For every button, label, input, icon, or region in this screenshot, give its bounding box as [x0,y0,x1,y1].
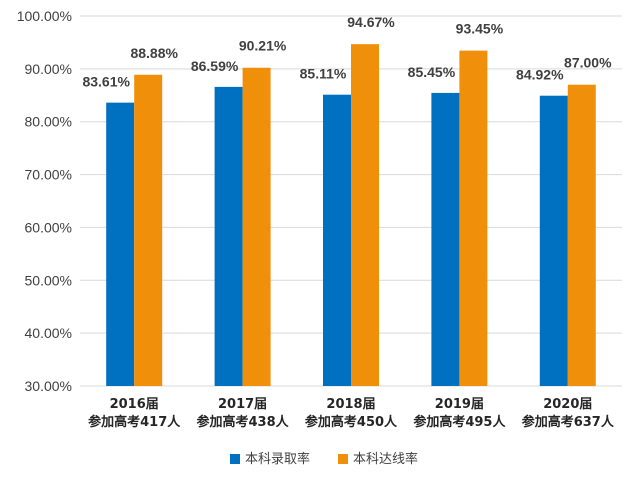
x-category-year: 2019届 [435,397,484,412]
x-category-count: 参加高考637人 [522,414,615,430]
y-tick-label: 40.00% [25,325,72,341]
bar-pass-rate [242,67,271,387]
legend-swatch [230,454,240,464]
data-label: 93.45% [456,21,504,37]
x-category-count: 参加高考450人 [305,414,398,430]
x-category-year: 2016届 [110,397,159,412]
bar-admission-rate [214,86,243,386]
x-category-year: 2017届 [218,397,267,412]
data-label: 84.92% [516,67,564,83]
data-label: 86.59% [191,58,239,74]
data-label: 90.21% [239,38,287,54]
x-category-year: 2018届 [326,397,375,412]
bar-admission-rate [431,92,460,387]
bar-pass-rate [351,44,379,387]
y-tick-label: 100.00% [17,8,72,24]
y-tick-label: 70.00% [25,167,72,183]
data-label: 85.11% [300,66,347,82]
bar-pass-rate [134,74,163,386]
legend-label: 本科达线率 [353,451,418,467]
legend-swatch [338,454,348,464]
data-label: 88.88% [130,45,178,61]
bar-pass-rate [459,50,488,386]
data-label: 83.61% [82,74,130,90]
bar-admission-rate [539,95,568,387]
bar-admission-rate [106,102,135,386]
legend: 本科录取率 本科达线率 [230,451,418,467]
y-tick-label: 30.00% [25,378,72,394]
bar-pass-rate [567,84,596,386]
data-label: 85.45% [408,64,456,80]
bar-admission-rate [323,94,351,386]
bars [106,44,596,387]
y-axis-tick-labels: 30.00% 40.00% 50.00% 60.00% 70.00% 80.00% 90.0… [17,8,72,394]
x-category-year: 2020届 [543,397,592,412]
y-tick-label: 50.00% [25,272,72,288]
data-label: 87.00% [564,55,612,71]
y-tick-label: 90.00% [25,61,72,77]
legend-label: 本科录取率 [245,451,310,467]
x-category-count: 参加高考495人 [413,414,506,430]
data-label: 94.67% [347,14,395,30]
y-tick-label: 60.00% [25,219,72,235]
x-category-count: 参加高考417人 [88,414,181,430]
y-tick-label: 80.00% [25,114,72,130]
x-category-count: 参加高考438人 [197,414,290,430]
data-labels: 83.61%88.88% 86.59%90.21% 85.11% 94.67% 85.4… [82,14,612,89]
